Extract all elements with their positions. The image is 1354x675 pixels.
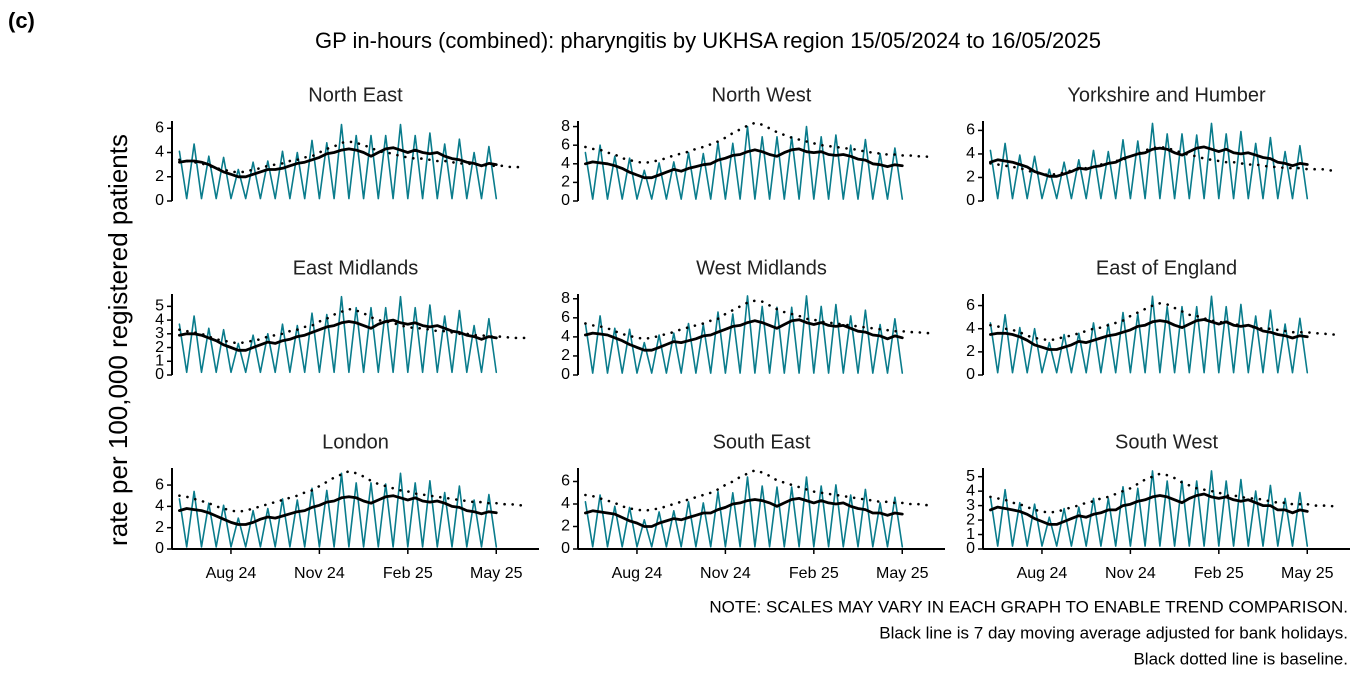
note: Black line is 7 day moving average adjus… xyxy=(879,623,1348,642)
y-tick-label: 6 xyxy=(966,297,975,314)
y-tick-label: 4 xyxy=(155,498,164,515)
figure-label: (c) xyxy=(8,8,35,33)
y-tick-label: 4 xyxy=(155,144,164,161)
x-tick-label: Nov 24 xyxy=(700,565,751,582)
chart-title: GP in-hours (combined): pharyngitis by U… xyxy=(315,28,1101,53)
x-tick-label: May 25 xyxy=(470,565,523,582)
daily-line xyxy=(178,123,498,200)
panel-title: North East xyxy=(308,84,403,106)
moving-average-line xyxy=(178,494,498,526)
y-tick-label: 3 xyxy=(155,325,164,342)
y-tick-label: 4 xyxy=(966,482,975,499)
y-tick-label: 2 xyxy=(966,169,975,186)
y-tick-label: 4 xyxy=(561,155,570,172)
daily-line xyxy=(989,470,1309,547)
x-tick-label: May 25 xyxy=(876,565,929,582)
y-tick-label: 1 xyxy=(155,352,164,369)
y-tick-label: 2 xyxy=(561,174,570,191)
y-tick-label: 0 xyxy=(966,540,975,557)
y-tick-label: 0 xyxy=(966,366,975,383)
y-tick-label: 2 xyxy=(155,339,164,356)
y-tick-label: 6 xyxy=(966,122,975,139)
y-axis-label: rate per 100,000 registered patients xyxy=(103,134,133,546)
x-tick-label: Aug 24 xyxy=(206,565,257,582)
y-tick-label: 0 xyxy=(561,540,570,557)
y-tick-label: 6 xyxy=(561,473,570,490)
note: Black dotted line is baseline. xyxy=(1133,649,1348,668)
y-tick-label: 2 xyxy=(561,347,570,364)
y-tick-label: 0 xyxy=(966,192,975,209)
y-tick-label: 4 xyxy=(561,495,570,512)
daily-line xyxy=(584,125,904,200)
y-tick-label: 6 xyxy=(561,136,570,153)
x-tick-label: Aug 24 xyxy=(1017,565,1068,582)
panel-title: East of England xyxy=(1096,257,1237,279)
daily-line xyxy=(584,476,904,548)
daily-line xyxy=(584,295,904,374)
note: NOTE: SCALES MAY VARY IN EACH GRAPH TO E… xyxy=(709,597,1348,616)
y-tick-label: 2 xyxy=(155,519,164,536)
y-tick-label: 2 xyxy=(155,168,164,185)
x-tick-label: May 25 xyxy=(1281,565,1334,582)
moving-average-line xyxy=(178,146,498,179)
y-tick-label: 6 xyxy=(155,476,164,493)
y-tick-label: 0 xyxy=(155,366,164,383)
y-tick-label: 8 xyxy=(561,118,570,135)
x-tick-label: Feb 25 xyxy=(789,565,839,582)
moving-average-line xyxy=(989,492,1309,526)
y-tick-label: 4 xyxy=(966,320,975,337)
y-tick-label: 0 xyxy=(155,192,164,209)
y-tick-label: 8 xyxy=(561,290,570,307)
x-tick-label: Aug 24 xyxy=(612,565,663,582)
y-tick-label: 6 xyxy=(561,309,570,326)
x-tick-label: Nov 24 xyxy=(1105,565,1156,582)
y-tick-label: 1 xyxy=(966,526,975,543)
moving-average-line xyxy=(584,497,904,528)
y-tick-label: 4 xyxy=(155,311,164,328)
y-tick-label: 2 xyxy=(966,343,975,360)
y-tick-label: 4 xyxy=(561,328,570,345)
y-tick-label: 6 xyxy=(155,119,164,136)
y-tick-label: 2 xyxy=(561,518,570,535)
y-tick-label: 4 xyxy=(966,145,975,162)
panel-title: Yorkshire and Humber xyxy=(1067,84,1266,106)
x-tick-label: Feb 25 xyxy=(1194,565,1244,582)
x-tick-label: Feb 25 xyxy=(383,565,433,582)
y-tick-label: 0 xyxy=(561,192,570,209)
panel-title: South East xyxy=(713,431,811,453)
baseline-line xyxy=(989,145,1338,177)
y-tick-label: 2 xyxy=(966,511,975,528)
y-tick-label: 3 xyxy=(966,497,975,514)
moving-average-line xyxy=(989,145,1309,178)
baseline-line xyxy=(178,307,527,345)
panel-title: West Midlands xyxy=(696,257,827,279)
x-tick-label: Nov 24 xyxy=(294,565,345,582)
panel-title: North West xyxy=(712,84,812,106)
panel-title: East Midlands xyxy=(293,257,419,279)
moving-average-line xyxy=(584,318,904,352)
y-tick-label: 0 xyxy=(155,540,164,557)
panel-title: London xyxy=(322,431,389,453)
y-tick-label: 5 xyxy=(155,298,164,315)
moving-average-line xyxy=(178,318,498,352)
moving-average-line xyxy=(584,147,904,180)
daily-line xyxy=(989,295,1309,374)
daily-line xyxy=(989,122,1309,200)
y-tick-label: 5 xyxy=(966,468,975,485)
y-tick-label: 0 xyxy=(561,366,570,383)
daily-line xyxy=(178,295,498,374)
panel-title: South West xyxy=(1115,431,1218,453)
